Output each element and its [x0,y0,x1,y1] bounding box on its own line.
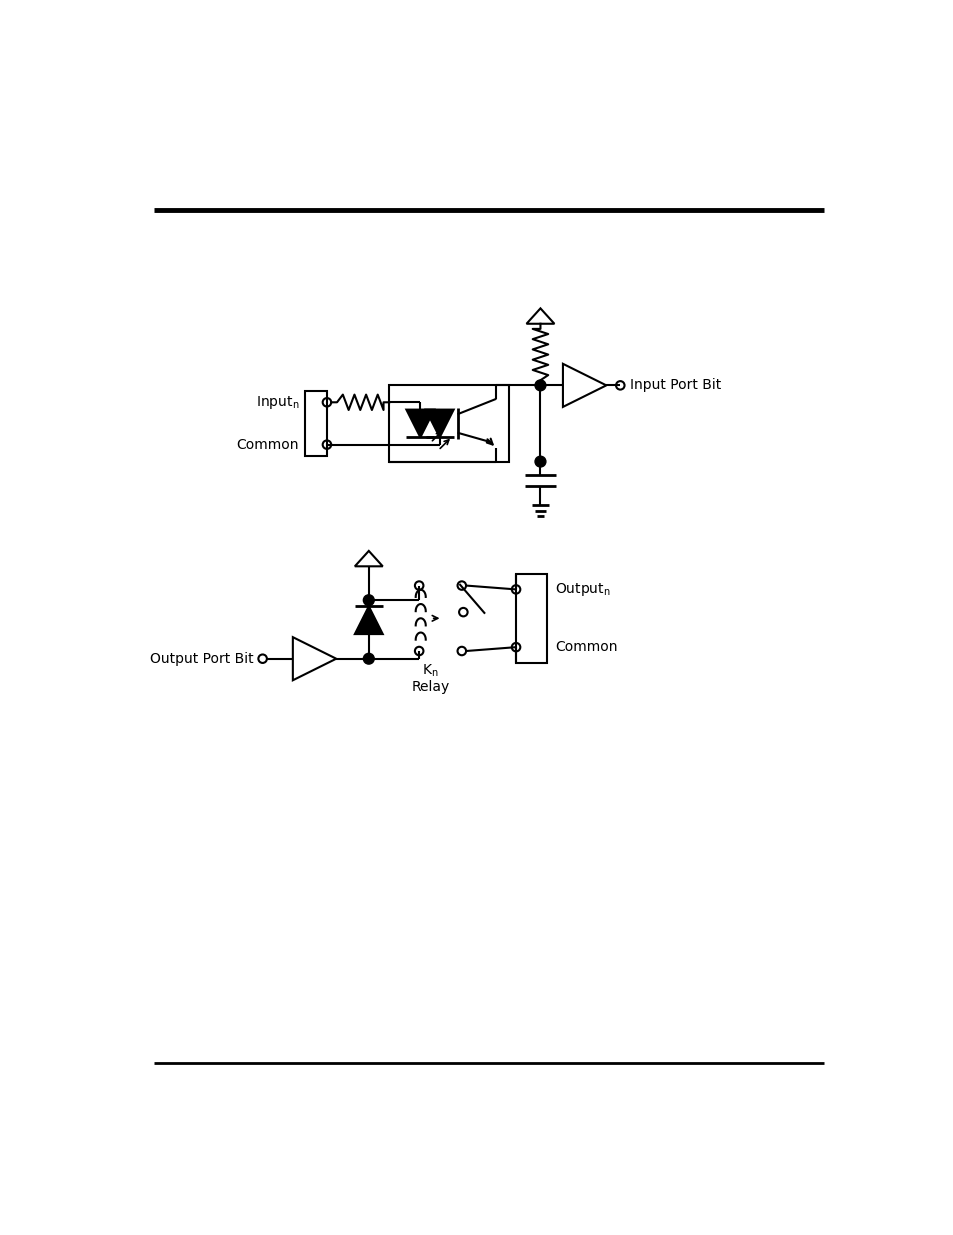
Circle shape [535,380,545,390]
Circle shape [363,595,374,605]
Text: Input$_\mathregular{n}$: Input$_\mathregular{n}$ [255,394,298,411]
Text: Common: Common [555,640,617,655]
Polygon shape [355,606,382,634]
Text: Common: Common [236,437,298,452]
Circle shape [535,456,545,467]
Text: Output Port Bit: Output Port Bit [150,652,253,666]
Bar [516,574,546,662]
Text: Output$_\mathregular{n}$: Output$_\mathregular{n}$ [555,580,610,598]
Text: Relay: Relay [412,680,450,694]
Circle shape [363,653,374,664]
Polygon shape [406,410,434,437]
Text: Input Port Bit: Input Port Bit [629,378,720,393]
Bar [305,390,327,456]
Bar [389,385,509,462]
Text: K$_\mathregular{n}$: K$_\mathregular{n}$ [422,662,438,679]
Polygon shape [425,410,454,437]
